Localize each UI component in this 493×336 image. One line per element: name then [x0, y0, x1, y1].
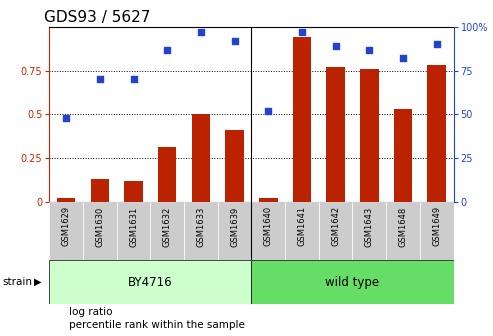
Bar: [352, 202, 386, 260]
Text: GSM1641: GSM1641: [297, 206, 307, 246]
Bar: [158, 148, 176, 202]
Text: GSM1648: GSM1648: [398, 206, 408, 247]
Bar: [91, 179, 109, 202]
Text: BY4716: BY4716: [128, 276, 173, 289]
Bar: [218, 202, 251, 260]
Bar: [117, 202, 150, 260]
Bar: [360, 69, 379, 202]
Bar: [225, 130, 244, 202]
Bar: [49, 202, 83, 260]
Text: GSM1643: GSM1643: [365, 206, 374, 247]
Bar: [293, 37, 311, 202]
Text: GSM1633: GSM1633: [196, 206, 206, 247]
Point: [197, 30, 205, 35]
Text: GDS93 / 5627: GDS93 / 5627: [44, 10, 151, 25]
Text: GSM1631: GSM1631: [129, 206, 138, 247]
Bar: [386, 202, 420, 260]
Point: [433, 42, 441, 47]
Bar: [427, 65, 446, 202]
Bar: [192, 114, 210, 202]
Text: GSM1649: GSM1649: [432, 206, 441, 246]
Text: ▶: ▶: [34, 277, 41, 287]
Point: [130, 77, 138, 82]
Bar: [150, 202, 184, 260]
Text: GSM1632: GSM1632: [163, 206, 172, 247]
Text: log ratio: log ratio: [69, 307, 112, 317]
Point: [399, 56, 407, 61]
Bar: [319, 202, 352, 260]
Text: GSM1639: GSM1639: [230, 206, 239, 247]
Bar: [394, 109, 412, 202]
Bar: [49, 260, 251, 304]
Text: GSM1642: GSM1642: [331, 206, 340, 246]
Text: percentile rank within the sample: percentile rank within the sample: [69, 320, 245, 330]
Bar: [251, 202, 285, 260]
Bar: [57, 198, 75, 202]
Text: wild type: wild type: [325, 276, 380, 289]
Point: [62, 115, 70, 120]
Point: [231, 38, 239, 44]
Bar: [420, 202, 454, 260]
Bar: [326, 67, 345, 202]
Point: [264, 108, 272, 114]
Bar: [285, 202, 319, 260]
Text: GSM1640: GSM1640: [264, 206, 273, 246]
Bar: [124, 181, 143, 202]
Point: [365, 47, 373, 52]
Point: [298, 30, 306, 35]
Bar: [251, 260, 454, 304]
Bar: [259, 198, 278, 202]
Point: [96, 77, 104, 82]
Text: strain: strain: [2, 277, 33, 287]
Point: [332, 43, 340, 49]
Point: [163, 47, 171, 52]
Bar: [83, 202, 117, 260]
Bar: [184, 202, 218, 260]
Text: GSM1630: GSM1630: [95, 206, 105, 247]
Text: GSM1629: GSM1629: [62, 206, 70, 246]
